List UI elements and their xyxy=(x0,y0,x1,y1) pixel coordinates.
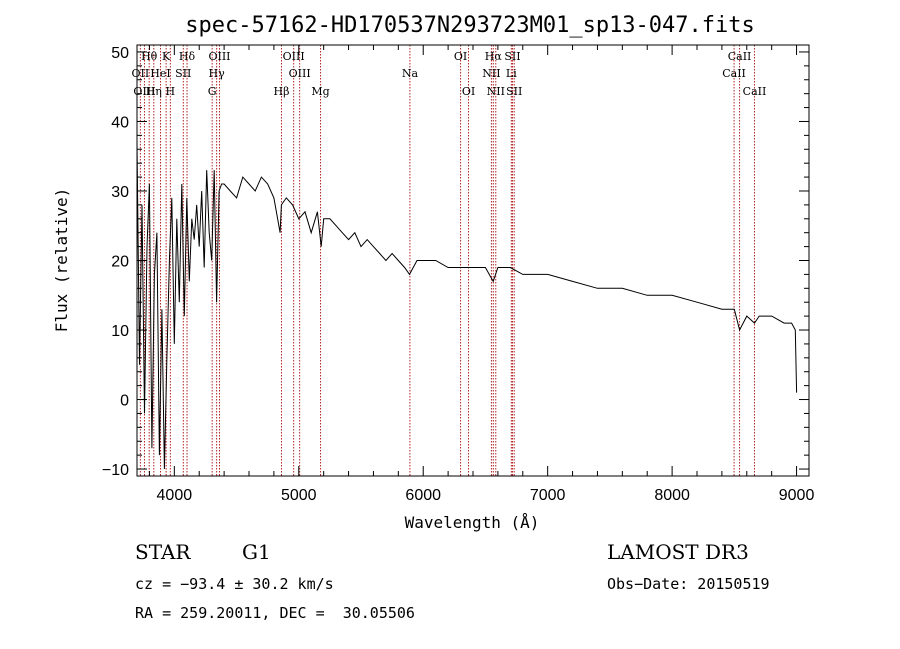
plot-frame xyxy=(136,44,810,477)
spectrum-line xyxy=(136,142,798,470)
x-tick-label: 7000 xyxy=(530,487,566,504)
y-tick-label: 40 xyxy=(111,114,129,131)
emission-line-label: G xyxy=(208,85,217,98)
x-tick-label: 4000 xyxy=(157,487,193,504)
emission-line-label: CaII xyxy=(743,85,767,98)
survey-name: LAMOST DR3 xyxy=(607,540,749,564)
y-tick-label: 10 xyxy=(111,323,129,340)
ra-dec-coords: RA = 259.20011, DEC = 30.05506 xyxy=(135,604,415,622)
emission-line-label: CaII xyxy=(722,67,746,80)
emission-line-label: Li xyxy=(506,67,517,80)
emission-line-label: K xyxy=(162,50,171,63)
emission-line-label: H xyxy=(166,85,176,98)
redshift-cz: cz = −93.4 ± 30.2 km/s xyxy=(135,575,334,593)
emission-line-label: OII xyxy=(132,67,150,80)
emission-line-label: Na xyxy=(402,67,419,80)
emission-line-label: Mg xyxy=(311,85,329,98)
emission-line-label: OIII xyxy=(283,50,305,63)
emission-line-label: NII xyxy=(487,85,505,98)
object-class: STAR xyxy=(135,540,191,564)
emission-line-label: Hα xyxy=(485,50,503,63)
x-axis-ticks: 4000 5000 6000 7000 8000 9000 xyxy=(148,45,815,504)
chart-title: spec-57162-HD170537N293723M01_sp13-047.f… xyxy=(185,13,755,38)
emission-line-label: OIII xyxy=(289,67,311,80)
emission-line-label: SII xyxy=(506,85,522,98)
emission-line-label: Hγ xyxy=(209,67,226,80)
emission-line-label: OIII xyxy=(208,50,230,63)
emission-line-label: OIII xyxy=(133,85,155,98)
emission-line-label: Hδ xyxy=(179,50,196,63)
emission-line-label: SII xyxy=(504,50,520,63)
x-tick-label: 8000 xyxy=(654,487,690,504)
emission-line-label: Hβ xyxy=(274,85,290,98)
y-axis-label: Flux (relative) xyxy=(52,188,71,333)
y-tick-label: 20 xyxy=(111,254,129,271)
emission-line-label: Hη xyxy=(146,85,162,98)
emission-line-label: OI xyxy=(462,85,475,98)
emission-line-label: NII xyxy=(482,67,500,80)
emission-lines xyxy=(139,45,755,476)
y-tick-label: 50 xyxy=(111,45,129,62)
y-tick-label: 30 xyxy=(111,184,129,201)
emission-line-label: HeI xyxy=(150,67,170,80)
obs-date: Obs−Date: 20150519 xyxy=(607,575,770,593)
x-tick-label: 6000 xyxy=(405,487,441,504)
y-axis-ticks: −10 0 10 20 30 40 50 xyxy=(102,45,809,479)
emission-line-label: Hθ xyxy=(141,50,158,63)
x-tick-label: 5000 xyxy=(281,487,317,504)
emission-line-label: OI xyxy=(454,50,467,63)
x-axis-label: Wavelength (Å) xyxy=(405,513,540,532)
emission-line-label: SII xyxy=(175,67,191,80)
x-tick-label: 9000 xyxy=(779,487,815,504)
y-tick-label: 0 xyxy=(120,393,129,410)
y-tick-label: −10 xyxy=(102,462,129,479)
object-subclass: G1 xyxy=(242,540,271,564)
emission-line-label: CaII xyxy=(728,50,752,63)
